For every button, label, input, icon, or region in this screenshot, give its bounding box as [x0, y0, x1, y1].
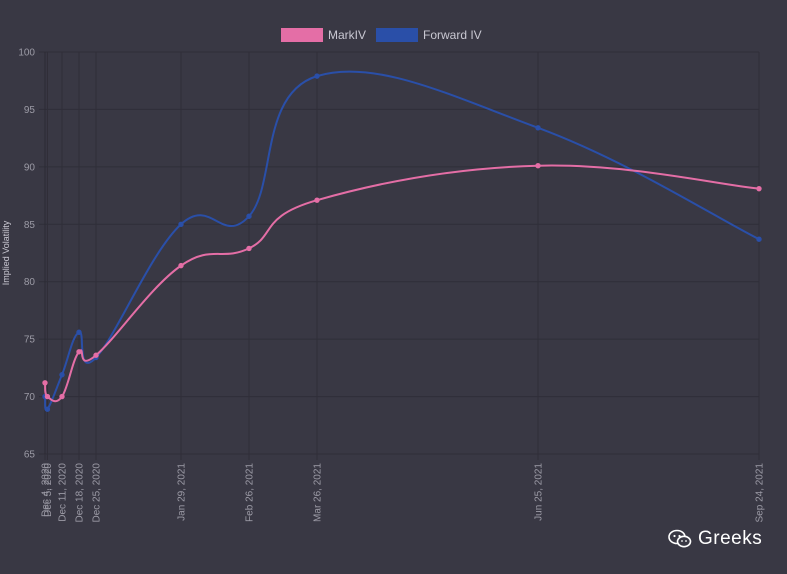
y-tick-label: 100	[18, 48, 35, 59]
legend-item-markiv[interactable]: MarkIV	[281, 28, 366, 42]
data-point-markiv[interactable]	[93, 352, 99, 358]
data-point-markiv[interactable]	[44, 393, 51, 400]
x-tick-label: Dec 4, 2020	[41, 463, 52, 517]
y-tick-label: 90	[24, 162, 36, 173]
grid	[39, 51, 760, 460]
data-point-forward-iv[interactable]	[246, 213, 252, 219]
x-tick-label: Dec 25, 2020	[92, 463, 103, 523]
x-tick-label: Dec 18, 2020	[75, 463, 86, 523]
data-point-markiv[interactable]	[59, 393, 65, 400]
x-tick-label: Dec 11, 2020	[58, 463, 69, 522]
data-point-markiv[interactable]	[314, 197, 320, 203]
watermark-text: Greeks	[698, 528, 763, 549]
y-tick-label: 65	[24, 450, 36, 461]
series-line-markiv	[44, 164, 760, 403]
data-point-forward-iv[interactable]	[76, 329, 82, 335]
x-tick-label: Jan 29, 2021	[177, 463, 188, 521]
x-tick-label: Mar 26, 2021	[313, 463, 324, 522]
series-line-forward-iv	[44, 70, 760, 412]
y-axis-title: Implied Volatility	[1, 220, 11, 285]
data-point-forward-iv[interactable]	[44, 406, 51, 412]
x-tick-label: Dec 5, 2020	[43, 463, 54, 517]
legend-swatch-markiv[interactable]	[281, 28, 323, 42]
y-tick-label: 75	[24, 335, 36, 346]
data-point-markiv[interactable]	[535, 163, 541, 169]
data-point-markiv[interactable]	[42, 380, 48, 386]
watermark: Greeks	[668, 528, 762, 550]
data-point-forward-iv[interactable]	[178, 221, 184, 227]
data-point-forward-iv[interactable]	[59, 372, 65, 378]
data-point-markiv[interactable]	[756, 185, 762, 192]
data-point-forward-iv[interactable]	[756, 236, 762, 242]
data-point-markiv[interactable]	[178, 262, 184, 269]
legend[interactable]: MarkIV Forward IV	[281, 28, 482, 42]
data-point-forward-iv[interactable]	[314, 73, 320, 79]
x-tick-label: Jun 25, 2021	[534, 463, 545, 521]
legend-label-forward-iv[interactable]: Forward IV	[423, 28, 482, 42]
y-tick-label: 85	[24, 220, 36, 231]
legend-swatch-forward-iv[interactable]	[376, 28, 418, 42]
x-tick-label: Feb 26, 2021	[245, 463, 256, 522]
x-tick-label: Sep 24, 2021	[755, 463, 766, 523]
y-tick-label: 70	[24, 392, 36, 403]
y-tick-label: 95	[24, 105, 36, 116]
data-point-markiv[interactable]	[246, 245, 252, 252]
series-lines	[42, 70, 762, 412]
data-point-markiv[interactable]	[76, 349, 82, 355]
y-tick-label: 80	[24, 277, 36, 288]
legend-label-markiv[interactable]: MarkIV	[328, 28, 366, 42]
data-point-forward-iv[interactable]	[535, 125, 541, 131]
y-axis-ticks: 65 70 75 80 85 90 95 100	[18, 48, 35, 461]
wechat-icon	[668, 529, 692, 549]
series-forward-iv	[42, 70, 762, 412]
legend-item-forward-iv[interactable]: Forward IV	[376, 28, 482, 42]
series-markiv	[42, 163, 762, 403]
